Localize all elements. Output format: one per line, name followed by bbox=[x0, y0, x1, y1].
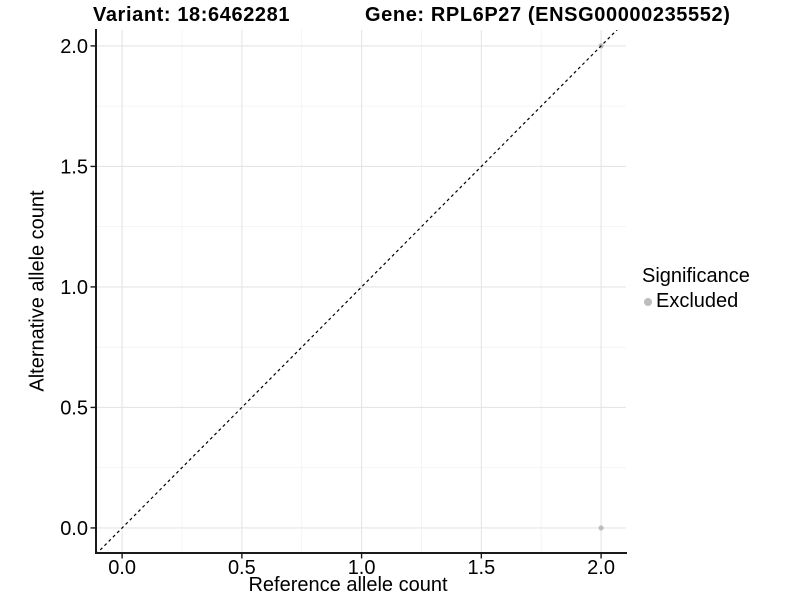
y-tick-label: 2.0 bbox=[60, 36, 88, 58]
x-axis-title: Reference allele count bbox=[248, 574, 448, 596]
legend-key-dot-icon bbox=[644, 297, 652, 306]
y-tick-label: 1.0 bbox=[60, 277, 88, 299]
legend-item-label: Excluded bbox=[656, 290, 739, 312]
x-tick-label: 0.0 bbox=[108, 557, 136, 579]
y-tick-label: 0.5 bbox=[60, 397, 88, 419]
x-tick-label: 0.5 bbox=[228, 557, 256, 579]
legend-title: Significance bbox=[642, 265, 750, 287]
x-tick-labels: 0.0 0.5 1.0 1.5 2.0 bbox=[108, 557, 615, 579]
plot-title-variant: Variant: 18:6462281 bbox=[93, 4, 291, 26]
identity-line bbox=[96, 30, 618, 553]
y-tick-label: 0.0 bbox=[60, 518, 88, 540]
x-tick-label: 1.5 bbox=[467, 557, 495, 579]
data-point bbox=[598, 525, 604, 531]
y-tick-labels: 0.0 0.5 1.0 1.5 2.0 bbox=[60, 36, 88, 540]
y-axis-title: Alternative allele count bbox=[26, 190, 49, 392]
gridlines-minor bbox=[96, 30, 626, 553]
x-tick-label: 2.0 bbox=[587, 557, 615, 579]
legend: Significance Excluded bbox=[642, 265, 750, 313]
plot-title-gene: Gene: RPL6P27 (ENSG00000235552) bbox=[365, 4, 731, 26]
y-tick-label: 1.5 bbox=[60, 156, 88, 178]
gridlines-major bbox=[96, 30, 626, 553]
legend-item-excluded: Excluded bbox=[642, 290, 750, 313]
tick-marks bbox=[90, 45, 602, 559]
x-tick-label: 1.0 bbox=[348, 557, 376, 579]
axis-lines bbox=[95, 29, 627, 554]
